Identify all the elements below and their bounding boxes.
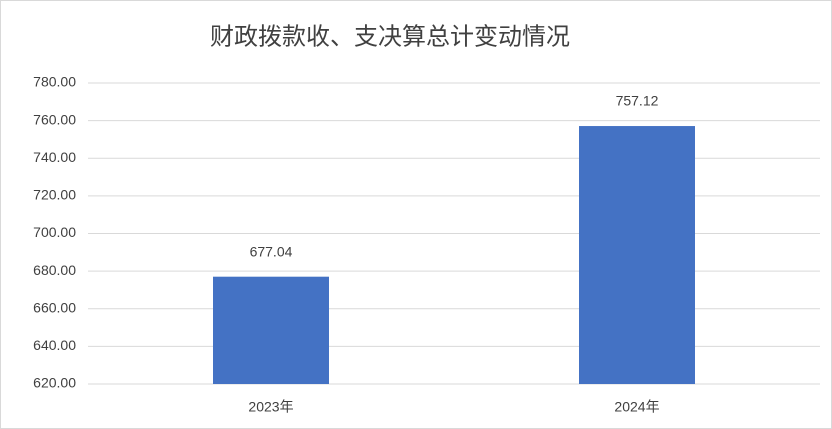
y-tick-label: 760.00 [33, 111, 76, 127]
y-tick-label: 780.00 [33, 74, 76, 90]
y-tick-label: 740.00 [33, 149, 76, 165]
y-tick-label: 660.00 [33, 299, 76, 315]
x-tick-label: 2023年 [248, 399, 293, 415]
y-tick-label: 620.00 [33, 375, 76, 391]
bar [579, 126, 695, 384]
y-tick-label: 680.00 [33, 262, 76, 278]
y-tick-label: 700.00 [33, 224, 76, 240]
chart-title: 财政拨款收、支决算总计变动情况 [210, 23, 570, 50]
data-label: 677.04 [250, 243, 293, 259]
y-tick-label: 640.00 [33, 337, 76, 353]
bar [213, 276, 329, 384]
y-tick-label: 720.00 [33, 187, 76, 203]
x-tick-label: 2024年 [614, 399, 659, 415]
data-label: 757.12 [616, 93, 659, 109]
